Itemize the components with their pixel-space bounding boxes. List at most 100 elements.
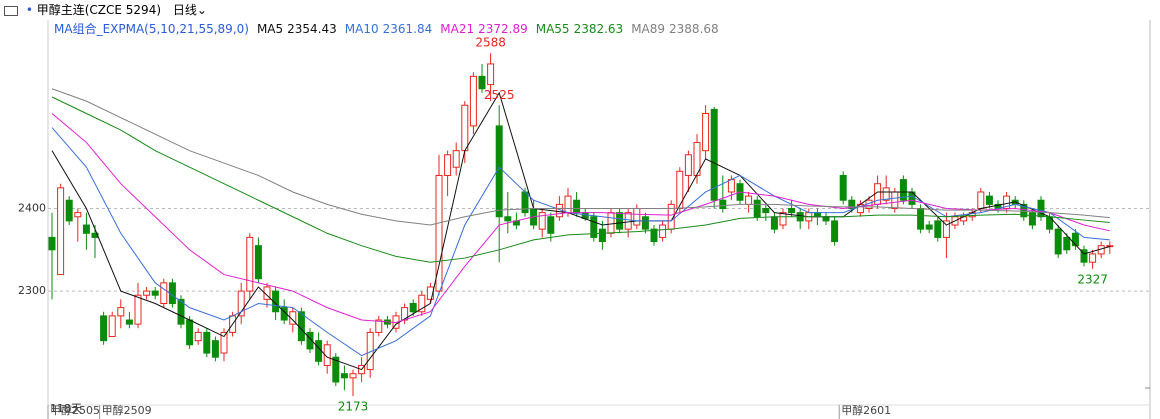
candle-body: [891, 191, 899, 209]
candle-body: [676, 170, 684, 209]
candle-body: [409, 302, 417, 313]
candle-body: [57, 187, 65, 276]
candle-body: [1089, 253, 1097, 263]
candle-body: [143, 290, 151, 296]
candle-body: [323, 344, 331, 366]
candle-body: [925, 224, 933, 230]
candle-body: [831, 220, 839, 243]
candle-body: [1037, 199, 1045, 218]
candle-body: [289, 311, 297, 325]
candle-body: [564, 195, 572, 214]
ma-line: [51, 91, 1110, 371]
candle-body: [469, 75, 477, 127]
candle-body: [444, 154, 452, 176]
candle-body: [684, 154, 692, 176]
collapse-icon[interactable]: [4, 5, 18, 16]
candle-body: [1071, 232, 1079, 247]
candle-body: [753, 199, 761, 218]
candle-body: [899, 179, 907, 201]
candle-body: [702, 113, 710, 152]
header: • 甲醇主连(CZCE 5294) 日线⌄: [0, 0, 1160, 20]
candle-body: [719, 199, 727, 210]
x-tick-label: 甲醇2505: [50, 403, 100, 417]
candle-body: [487, 63, 495, 86]
candle-body: [237, 290, 245, 317]
candle-body: [538, 212, 546, 230]
legend-value: 2388.68: [669, 22, 719, 36]
candle-body: [186, 319, 194, 346]
high-label: 2588: [475, 36, 506, 50]
candle-body: [297, 311, 305, 342]
legend-value: 2382.63: [574, 22, 624, 36]
candle-body: [306, 331, 314, 350]
candle-body: [272, 290, 280, 313]
candle-body: [1020, 203, 1028, 218]
indicator-name: MA组合_EXPMA(5,10,21,55,89,0): [54, 21, 249, 36]
candle-body: [547, 216, 555, 234]
legend-value: 2372.89: [478, 22, 528, 36]
candle-body: [203, 331, 211, 354]
candle-body: [461, 104, 469, 152]
candle-body: [1063, 236, 1071, 251]
candle-body: [211, 340, 219, 358]
candle-body: [74, 212, 82, 218]
candle-body: [710, 108, 718, 201]
period-chevron[interactable]: ⌄: [196, 3, 207, 17]
legend-name: MA89: [631, 22, 665, 36]
candle-body: [340, 373, 348, 379]
high-label: 2525: [484, 88, 515, 102]
candle-body: [48, 236, 56, 251]
candle-body: [418, 294, 426, 313]
candle-body: [641, 216, 649, 230]
low-label: 2327: [1077, 272, 1108, 286]
candle-body: [246, 236, 254, 292]
candle-body: [375, 319, 383, 333]
candle-body: [779, 212, 787, 226]
candle-body: [650, 228, 658, 243]
candle-body: [985, 195, 993, 205]
candle-body: [332, 356, 340, 383]
period[interactable]: 日线: [172, 3, 197, 17]
legend-name: MA55: [536, 22, 570, 36]
bottom-left-text: 118天: [50, 402, 82, 415]
candle-body: [839, 174, 847, 201]
candle-body: [745, 195, 753, 205]
candle-body: [813, 212, 821, 218]
candle-body: [504, 216, 512, 222]
candle-body: [117, 307, 125, 317]
candle-body: [659, 224, 667, 238]
ma-line: [51, 88, 1110, 226]
candle-body: [177, 298, 185, 325]
candle-body: [590, 216, 598, 238]
candle-body: [134, 294, 142, 325]
candle-body: [607, 212, 615, 234]
candle-body: [254, 245, 262, 280]
dot: •: [25, 3, 33, 17]
candle-body: [478, 75, 486, 90]
legend-value: 2354.43: [287, 22, 337, 36]
candle-body: [160, 282, 168, 304]
candle-body: [426, 286, 434, 300]
candle-body: [220, 331, 228, 354]
candle-body: [521, 191, 529, 214]
candle-body: [65, 199, 73, 222]
candle-body: [108, 315, 116, 338]
candle-body: [280, 307, 288, 321]
ma-line: [51, 96, 1110, 263]
candle-body: [82, 224, 90, 234]
candle-body: [934, 220, 942, 238]
legend-name: MA10: [345, 22, 379, 36]
candle-body: [624, 212, 632, 230]
y-tick-label: 2400: [18, 202, 46, 215]
candle-body: [788, 208, 796, 214]
instrument[interactable]: 甲醇主连(CZCE 5294): [36, 3, 162, 17]
candle-body: [633, 208, 641, 226]
candle-body: [573, 199, 581, 214]
candle-body: [598, 228, 606, 243]
candle-body: [100, 315, 108, 342]
candle-body: [942, 220, 950, 238]
candle-body: [770, 216, 778, 230]
legend-name: MA5: [257, 22, 283, 36]
